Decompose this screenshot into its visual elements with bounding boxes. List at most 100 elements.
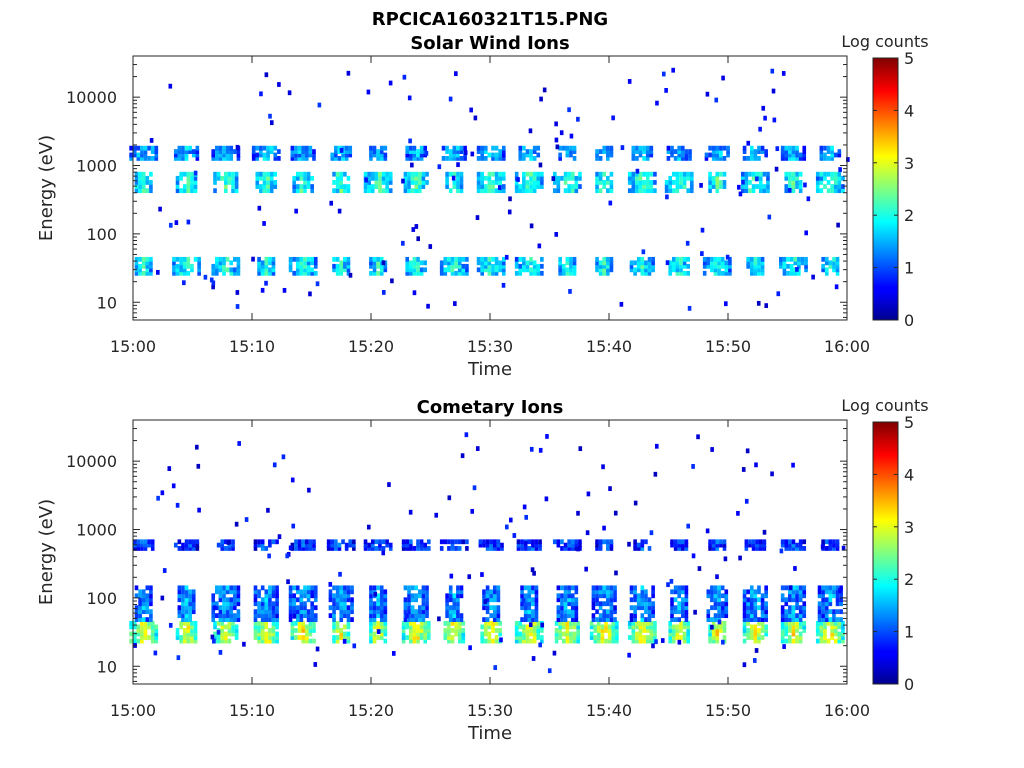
heatmap-cell: [742, 593, 747, 599]
heatmap-cell: [385, 171, 389, 177]
heatmap-cell: [757, 270, 761, 276]
heatmap-cell: [684, 589, 689, 595]
heatmap-cell: [798, 180, 803, 185]
heatmap-cell: [644, 263, 648, 269]
heatmap-cell: [150, 635, 155, 640]
heatmap-cell: [788, 546, 792, 551]
heatmap-cell: [681, 609, 685, 615]
heatmap-cell: [143, 539, 148, 545]
heatmap-cell: [227, 631, 232, 637]
heatmap-cell: [638, 624, 643, 630]
heatmap-cell: [672, 638, 676, 644]
heatmap-cell: [231, 624, 235, 630]
heatmap-cell: [649, 624, 654, 630]
heatmap-cell: [788, 617, 792, 623]
heatmap-cell: [445, 180, 449, 185]
heatmap-cell: [645, 624, 650, 630]
heatmap-cell: [268, 628, 272, 633]
heatmap-cell: [149, 585, 153, 591]
heatmap-cell: [443, 631, 448, 637]
heatmap-cell: [766, 184, 770, 189]
heatmap-cell: [222, 597, 226, 603]
heatmap-cell: [782, 267, 787, 273]
heatmap-cell: [299, 601, 304, 607]
heatmap-cell: [518, 188, 523, 194]
heatmap-cell: [140, 546, 144, 551]
heatmap-cell: [143, 628, 148, 633]
heatmap-cell: [491, 263, 495, 269]
heatmap-cell: [259, 184, 263, 189]
heatmap-cell: [407, 585, 411, 591]
heatmap-cell: [193, 628, 198, 633]
heatmap-cell: [649, 628, 654, 633]
heatmap-cell: [335, 605, 340, 611]
heatmap-cell: [271, 260, 276, 266]
heatmap-cell: [262, 184, 267, 189]
heatmap-cell: [647, 597, 652, 603]
heatmap-cell: [461, 270, 466, 276]
heatmap-cell: [191, 597, 196, 603]
colorbar-tick-label: 1: [904, 259, 914, 278]
heatmap-cell: [262, 145, 267, 151]
heatmap-cell: [136, 628, 141, 633]
heatmap-cell: [598, 601, 603, 607]
heatmap-cell: [823, 175, 827, 181]
heatmap-cell: [288, 597, 293, 603]
heatmap-cell: [299, 617, 304, 623]
heatmap-cell: [419, 620, 424, 626]
heatmap-cell: [367, 175, 371, 181]
heatmap-cell: [572, 145, 577, 151]
heatmap-cell: [673, 542, 678, 548]
heatmap-cell: [498, 152, 502, 158]
heatmap-cell: [275, 605, 279, 611]
heatmap-cell: [567, 175, 571, 181]
heatmap-cell: [450, 542, 455, 548]
heatmap-cell: [668, 260, 673, 266]
heatmap-cell: [224, 188, 228, 194]
heatmap-cell: [409, 628, 413, 633]
heatmap-cell: [268, 631, 272, 637]
heatmap-cell: [679, 180, 683, 185]
heatmap-cell: [381, 171, 386, 177]
heatmap-cell: [540, 638, 544, 644]
heatmap-cell: [459, 175, 464, 181]
heatmap-cell: [496, 609, 501, 615]
heatmap-cell: [222, 605, 226, 611]
heatmap-cell: [445, 613, 449, 619]
heatmap-cell: [742, 145, 747, 151]
heatmap-cell: [609, 617, 614, 623]
heatmap-cell: [574, 597, 579, 603]
heatmap-cell: [780, 152, 785, 158]
heatmap-cell: [416, 267, 420, 273]
colorbar-tick-label: 4: [904, 465, 914, 484]
heatmap-cell: [335, 597, 340, 603]
heatmap-cell: [350, 605, 354, 611]
heatmap-cell: [604, 620, 608, 626]
heatmap-cell: [518, 638, 523, 644]
heatmap-cell: [191, 546, 196, 551]
heatmap-cell: [222, 256, 226, 262]
heatmap-cell: [313, 662, 318, 667]
heatmap-cell: [492, 605, 497, 611]
heatmap-cell: [644, 539, 648, 545]
heatmap-cell: [552, 171, 557, 177]
heatmap-cell: [414, 175, 419, 181]
heatmap-cell: [306, 585, 311, 591]
heatmap-cell: [609, 149, 614, 154]
heatmap-cell: [673, 597, 678, 603]
heatmap-cell: [297, 156, 302, 161]
heatmap-cell: [668, 263, 673, 269]
heatmap-cell: [383, 609, 388, 615]
heatmap-cell: [749, 263, 754, 269]
heatmap-cell: [491, 620, 495, 626]
heatmap-cell: [487, 267, 492, 273]
heatmap-cell: [193, 175, 198, 181]
heatmap-cell: [819, 149, 824, 154]
heatmap-cell: [303, 260, 307, 266]
heatmap-cell: [268, 267, 272, 273]
heatmap-cell: [134, 263, 139, 269]
heatmap-cell: [193, 631, 198, 637]
heatmap-cell: [376, 601, 380, 607]
heatmap-cell: [288, 260, 293, 266]
